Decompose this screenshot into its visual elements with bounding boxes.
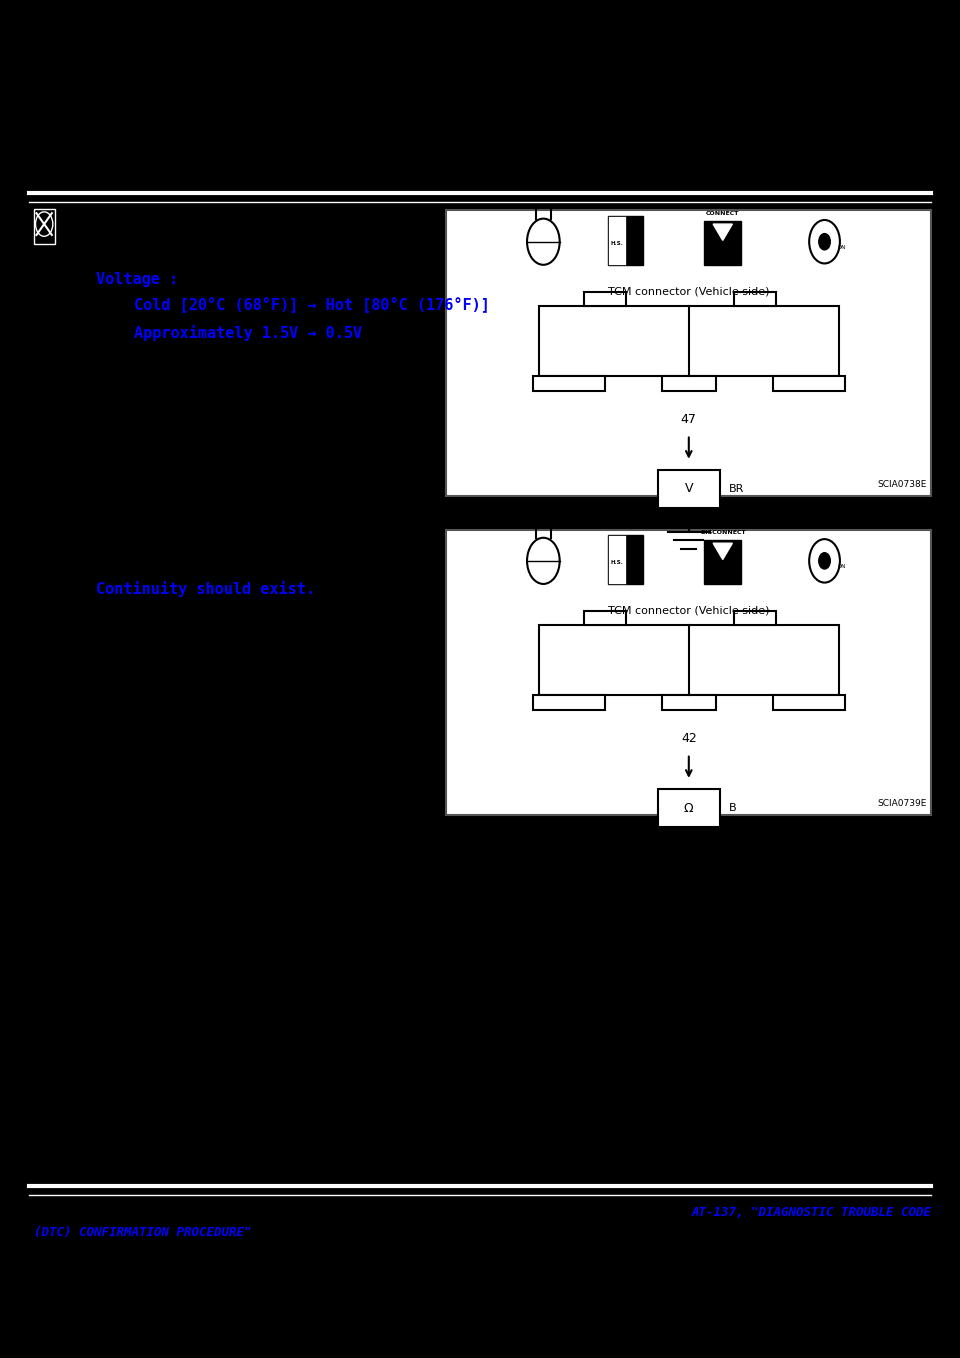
Bar (661, 376, 716, 391)
Text: 42: 42 (681, 732, 697, 746)
FancyBboxPatch shape (446, 210, 931, 496)
Polygon shape (713, 224, 732, 240)
Bar (533, 376, 605, 391)
Bar (584, 611, 626, 625)
Bar (539, 306, 839, 376)
Bar (773, 695, 845, 710)
Bar (609, 216, 643, 265)
Polygon shape (713, 543, 732, 559)
Bar (659, 789, 720, 827)
Bar (539, 625, 839, 695)
Text: CONNECT: CONNECT (706, 210, 739, 216)
Text: SCIA0739E: SCIA0739E (877, 799, 926, 808)
Bar (661, 695, 716, 710)
Circle shape (819, 234, 830, 250)
Text: (DTC) CONFIRMATION PROCEDURE": (DTC) CONFIRMATION PROCEDURE" (34, 1226, 252, 1240)
FancyBboxPatch shape (446, 530, 931, 815)
Bar (733, 292, 776, 306)
Text: Approximately 1.5V → 0.5V: Approximately 1.5V → 0.5V (134, 325, 363, 341)
Text: H.S.: H.S. (611, 559, 624, 565)
Text: DISCONNECT: DISCONNECT (700, 530, 746, 535)
Text: Voltage :: Voltage : (96, 272, 179, 287)
FancyBboxPatch shape (34, 209, 55, 244)
Text: TCM connector (Vehicle side): TCM connector (Vehicle side) (608, 287, 770, 296)
Text: Ω: Ω (684, 801, 694, 815)
Text: BR: BR (730, 483, 745, 494)
Bar (773, 376, 845, 391)
Text: ON: ON (838, 564, 847, 569)
Text: TCM connector (Vehicle side): TCM connector (Vehicle side) (608, 606, 770, 615)
Bar (584, 292, 626, 306)
Circle shape (819, 553, 830, 569)
Bar (659, 470, 720, 508)
Bar (609, 216, 626, 265)
Bar (609, 535, 643, 584)
Text: SCIA0738E: SCIA0738E (877, 479, 926, 489)
Text: B: B (730, 803, 736, 813)
Bar (705, 221, 741, 265)
Text: 47: 47 (681, 413, 697, 426)
Text: AT-137, "DIAGNOSTIC TROUBLE CODE: AT-137, "DIAGNOSTIC TROUBLE CODE (691, 1206, 931, 1219)
Text: H.S.: H.S. (611, 240, 624, 246)
Text: V: V (684, 482, 693, 496)
Bar (733, 611, 776, 625)
Text: ON: ON (838, 244, 847, 250)
Bar (609, 535, 626, 584)
Text: Continuity should exist.: Continuity should exist. (96, 581, 315, 598)
Bar (533, 695, 605, 710)
Text: Cold [20°C (68°F)] → Hot [80°C (176°F)]: Cold [20°C (68°F)] → Hot [80°C (176°F)] (134, 297, 491, 314)
Bar (705, 540, 741, 584)
